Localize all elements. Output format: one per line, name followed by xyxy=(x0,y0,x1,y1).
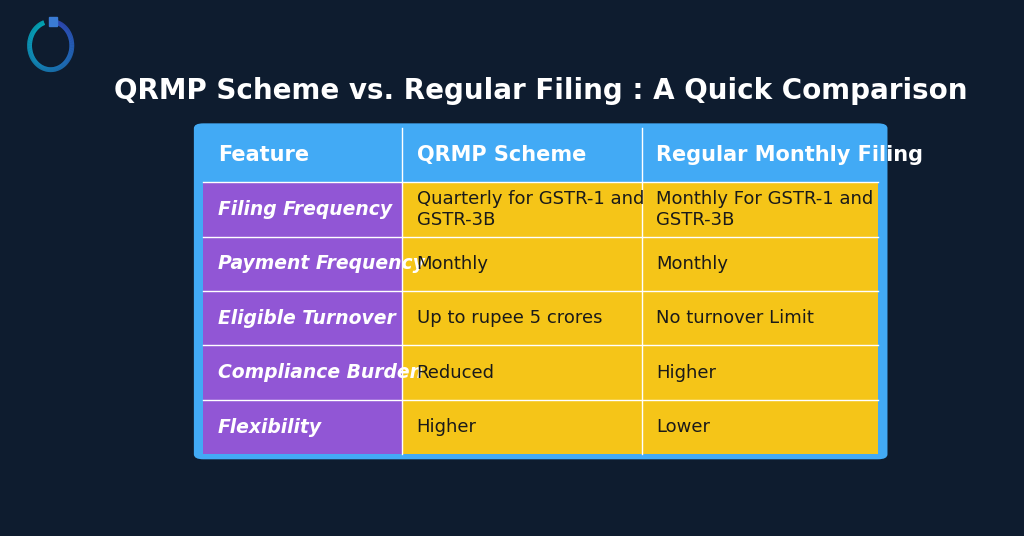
Bar xyxy=(402,291,642,345)
Text: Compliance Burden: Compliance Burden xyxy=(218,363,423,382)
Text: Quarterly for GSTR-1 and
GSTR-3B: Quarterly for GSTR-1 and GSTR-3B xyxy=(417,190,644,229)
Bar xyxy=(204,400,402,455)
Text: No turnover Limit: No turnover Limit xyxy=(656,309,814,327)
Text: QRMP Scheme vs. Regular Filing : A Quick Comparison: QRMP Scheme vs. Regular Filing : A Quick… xyxy=(114,77,968,105)
Text: Monthly: Monthly xyxy=(656,255,728,273)
Text: Monthly: Monthly xyxy=(417,255,488,273)
Text: Higher: Higher xyxy=(417,418,477,436)
Text: Feature: Feature xyxy=(218,145,309,165)
Bar xyxy=(402,345,642,400)
Bar xyxy=(204,182,402,236)
Bar xyxy=(204,291,402,345)
Bar xyxy=(642,345,878,400)
Text: Regular Monthly Filing: Regular Monthly Filing xyxy=(656,145,924,165)
Bar xyxy=(642,291,878,345)
Text: Reduced: Reduced xyxy=(417,363,495,382)
Polygon shape xyxy=(49,17,57,26)
Bar xyxy=(204,236,402,291)
Bar xyxy=(402,400,642,455)
Text: Lower: Lower xyxy=(656,418,710,436)
Bar xyxy=(642,182,878,236)
Text: Filing Frequency: Filing Frequency xyxy=(218,200,392,219)
Text: Up to rupee 5 crores: Up to rupee 5 crores xyxy=(417,309,602,327)
Text: Eligible Turnover: Eligible Turnover xyxy=(218,309,395,327)
Text: Higher: Higher xyxy=(656,363,716,382)
Text: Flexibility: Flexibility xyxy=(218,418,322,437)
Bar xyxy=(402,236,642,291)
Text: Monthly For GSTR-1 and
GSTR-3B: Monthly For GSTR-1 and GSTR-3B xyxy=(656,190,873,229)
Bar xyxy=(642,400,878,455)
Text: Payment Frequency: Payment Frequency xyxy=(218,254,425,273)
Bar xyxy=(642,236,878,291)
FancyBboxPatch shape xyxy=(194,123,888,459)
Text: QRMP Scheme: QRMP Scheme xyxy=(417,145,586,165)
Bar xyxy=(204,345,402,400)
Bar xyxy=(402,182,642,236)
